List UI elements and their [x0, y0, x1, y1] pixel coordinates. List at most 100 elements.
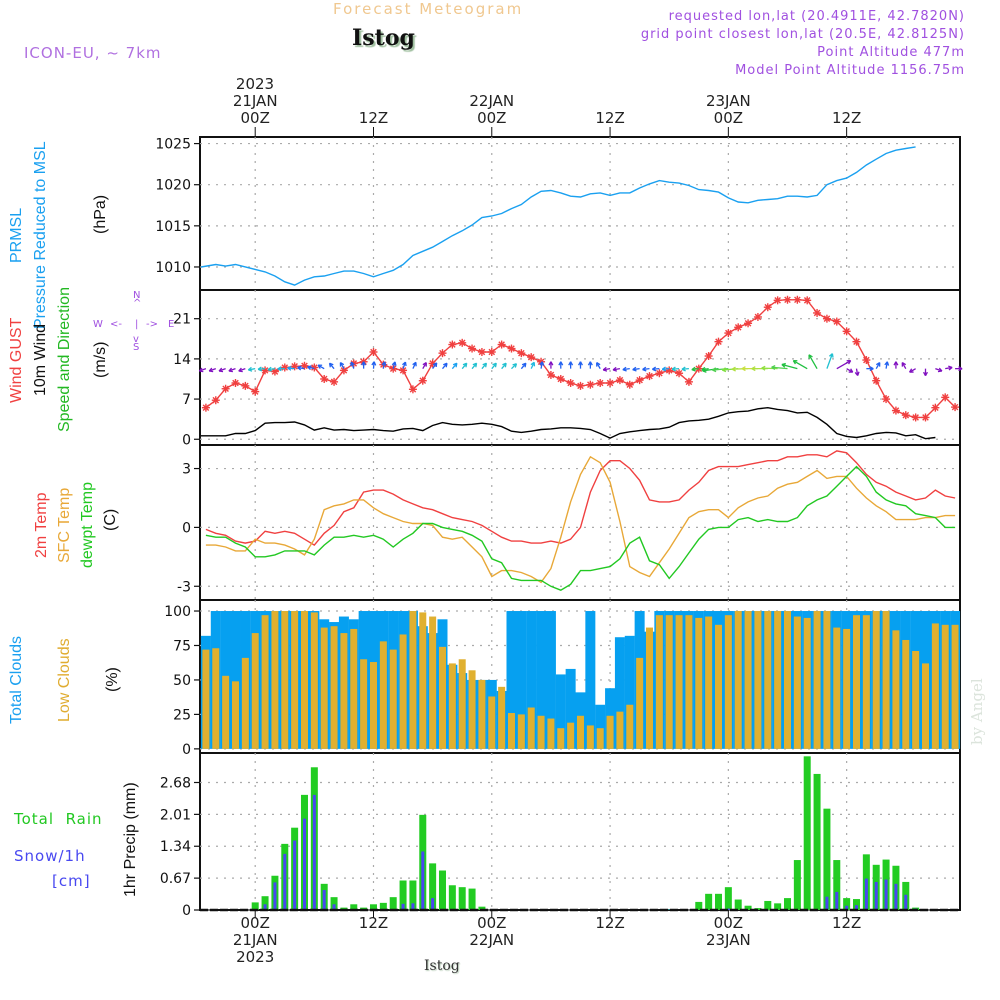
low-clouds-bar — [843, 628, 851, 749]
wind-direction-arrow — [568, 361, 574, 369]
low-clouds-bar — [222, 675, 230, 749]
gust-marker — [615, 376, 624, 385]
low-clouds-bar — [734, 611, 742, 749]
wind-direction-arrow — [432, 362, 438, 370]
gust-marker — [665, 366, 674, 375]
wind-direction-arrow — [539, 361, 545, 369]
y-tick-label: -3 — [177, 579, 191, 595]
gust-marker — [931, 403, 940, 412]
wind-direction-arrow — [218, 367, 226, 373]
low-clouds-bar — [675, 615, 683, 749]
low-clouds-bar — [586, 725, 594, 749]
low-clouds-bar — [557, 728, 565, 749]
low-clouds-bar — [862, 615, 870, 749]
total-rain-bar — [399, 880, 407, 910]
series-line-2m-temp — [205, 450, 956, 547]
total-rain-bar — [724, 887, 732, 910]
wind-direction-arrow — [671, 366, 680, 372]
total-rain-bar — [478, 906, 486, 910]
wind-direction-arrow — [328, 362, 335, 370]
gust-marker — [822, 314, 831, 323]
gust-marker — [418, 376, 427, 385]
gust-marker — [527, 353, 536, 362]
compass-glyph: v — [133, 334, 139, 345]
gust-marker — [763, 303, 772, 312]
wind-direction-arrow — [808, 354, 818, 369]
low-clouds-bar — [567, 722, 575, 749]
total-rain-bar — [261, 896, 269, 910]
y-tick-label: 21 — [173, 312, 191, 328]
snow-bar — [874, 881, 878, 910]
wind-direction-arrow — [578, 361, 583, 369]
gust-marker — [793, 295, 802, 304]
precip-legend-label: [cm] — [52, 872, 91, 890]
wind-direction-arrow — [622, 366, 630, 372]
total-clouds-bar — [585, 611, 596, 749]
low-clouds-bar — [379, 641, 387, 749]
snow-bar — [332, 904, 336, 910]
low-clouds-bar — [724, 615, 732, 749]
y-tick-label: 14 — [173, 352, 191, 368]
total-rain-bar — [833, 860, 841, 910]
gust-marker — [783, 295, 792, 304]
gust-marker — [241, 381, 250, 390]
grid-point-coords: grid point closest lon,lat (20.5E, 42.81… — [640, 27, 965, 42]
top-time-label: 23JAN — [705, 92, 751, 110]
low-clouds-bar — [655, 615, 663, 749]
top-time-label: 12Z — [358, 109, 389, 127]
gust-marker — [477, 348, 486, 356]
wind-direction-arrow — [866, 366, 874, 372]
wind-direction-arrow — [632, 366, 640, 372]
low-clouds-bar — [645, 627, 653, 749]
y-tick-label: 2.68 — [160, 775, 191, 791]
series-line-10m-wind — [201, 406, 936, 440]
gust-marker — [546, 370, 555, 379]
wind-direction-arrow — [350, 361, 355, 369]
total-rain-bar — [714, 893, 722, 910]
y-tick-label: 7 — [182, 392, 191, 408]
top-time-label: 22JAN — [469, 92, 515, 110]
low-clouds-bar — [705, 616, 713, 749]
total-rain-bar — [448, 885, 456, 910]
low-clouds-bar — [616, 711, 624, 749]
bottom-time-label: 12Z — [831, 914, 862, 932]
credit-watermark: by Angel — [968, 678, 986, 745]
gust-marker — [458, 338, 467, 347]
gust-marker — [901, 411, 910, 420]
total-rain-bar — [705, 893, 713, 910]
snow-bar — [904, 894, 908, 910]
total-rain-bar — [744, 905, 752, 910]
wind-direction-arrow — [238, 367, 246, 373]
low-clouds-bar — [517, 714, 525, 749]
wind-direction-arrow — [893, 361, 899, 369]
wind-direction-arrow — [661, 366, 670, 372]
snow-bar — [401, 903, 405, 910]
low-clouds-bar — [399, 634, 407, 749]
y-tick-label: 0.67 — [160, 871, 191, 887]
gust-marker — [941, 393, 950, 402]
snow-bar — [431, 898, 435, 910]
wind-direction-arrow — [371, 361, 377, 369]
gust-marker — [852, 337, 861, 346]
wind-direction-arrow — [501, 362, 507, 370]
wind-direction-arrow — [257, 366, 266, 372]
gust-marker — [566, 379, 575, 387]
wind-direction-arrow — [317, 364, 325, 370]
low-clouds-bar — [902, 639, 910, 749]
bottom-time-label: 23JAN — [705, 931, 751, 949]
gust-marker — [596, 379, 605, 387]
snow-bar — [411, 903, 415, 910]
low-clouds-bar — [212, 648, 220, 749]
gust-marker — [320, 374, 329, 383]
snow-bar — [312, 794, 316, 910]
wind-direction-arrow — [702, 367, 719, 373]
gust-marker — [803, 296, 812, 305]
snow-bar — [835, 891, 839, 910]
y-tick-label: 0 — [182, 903, 191, 919]
total-rain-bar — [734, 899, 742, 910]
snow-bar — [854, 905, 858, 910]
low-clouds-bar — [872, 611, 880, 749]
wind-direction-arrow — [361, 361, 367, 369]
series-line-sfc-temp — [205, 455, 956, 584]
compass-glyph: S — [133, 342, 140, 353]
